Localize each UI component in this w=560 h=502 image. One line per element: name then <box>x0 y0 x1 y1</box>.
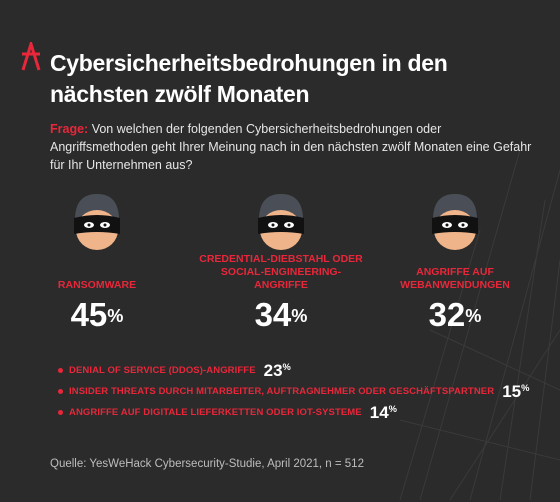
source-note: Quelle: YesWeHack Cybersecurity-Studie, … <box>50 458 364 470</box>
highlight-label: RANSOMWARE <box>57 279 137 291</box>
list-item: DENIAL OF SERVICE (DDOS)-ANGRIFFE 23% <box>58 360 538 381</box>
list-item-label: ANGRIFFE AUF DIGITALE LIEFERKETTEN ODER … <box>69 407 362 418</box>
list-item: INSIDER THREATS DURCH MITARBEITER, AUFTR… <box>58 381 538 402</box>
highlight-label: ANGRIFFE AUF WEBANWENDUNGEN <box>400 266 510 291</box>
list-item-label: INSIDER THREATS DURCH MITARBEITER, AUFTR… <box>69 386 495 397</box>
masked-hacker-icon <box>74 194 120 250</box>
question-text: Von welchen der folgenden Cybersicherhei… <box>50 122 532 172</box>
list-item-value: 15% <box>502 381 530 401</box>
question: Frage: Von welchen der folgenden Cybersi… <box>50 120 540 174</box>
highlight-value: 45% <box>70 296 124 333</box>
highlight-item: CREDENTIAL-DIEBSTAHL ODER SOCIAL-ENGINEE… <box>196 190 366 332</box>
masked-hacker-icon <box>258 194 304 250</box>
bullet-dot <box>58 368 63 373</box>
list-item: ANGRIFFE AUF DIGITALE LIEFERKETTEN ODER … <box>58 402 538 423</box>
highlight-label: CREDENTIAL-DIEBSTAHL ODER SOCIAL-ENGINEE… <box>199 253 363 291</box>
other-threats-list: DENIAL OF SERVICE (DDOS)-ANGRIFFE 23% IN… <box>58 360 538 423</box>
logo-mark-icon <box>21 42 41 71</box>
list-item-value: 23% <box>263 360 291 380</box>
highlight-value: 32% <box>428 296 482 333</box>
page-title: Cybersicherheitsbedrohungen in den nächs… <box>50 50 448 107</box>
masked-hacker-icon <box>432 194 478 250</box>
question-label: Frage: <box>50 122 89 136</box>
bullet-dot <box>58 410 63 415</box>
highlight-item: RANSOMWARE 45% <box>12 190 182 332</box>
highlight-value: 34% <box>254 296 308 333</box>
list-item-label: DENIAL OF SERVICE (DDOS)-ANGRIFFE <box>69 365 256 376</box>
list-item-value: 14% <box>369 402 397 422</box>
bullet-dot <box>58 389 63 394</box>
highlight-item: ANGRIFFE AUF WEBANWENDUNGEN 32% <box>370 190 540 332</box>
